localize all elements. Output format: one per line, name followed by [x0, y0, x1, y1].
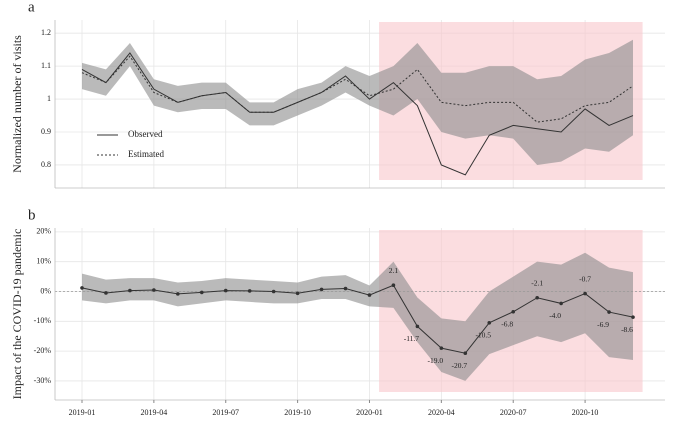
- y-axis-label: Normalized number of visits: [10, 35, 24, 173]
- data-label: -8.6: [621, 325, 633, 334]
- x-tick-label: 2019-04: [141, 408, 168, 417]
- data-point: [295, 291, 300, 296]
- x-tick-label: 2020-07: [500, 408, 527, 417]
- data-point: [583, 291, 587, 296]
- data-point: [271, 289, 276, 294]
- legend-label: Observed: [128, 129, 163, 139]
- data-point: [199, 290, 204, 295]
- panel-label: b: [28, 207, 36, 223]
- confidence-band: [82, 252, 633, 381]
- data-label: -10.5: [475, 331, 491, 340]
- data-point: [319, 287, 324, 292]
- y-tick-label: -10%: [34, 316, 52, 325]
- data-point: [463, 351, 468, 355]
- data-label: -11.7: [404, 334, 420, 343]
- data-point: [511, 309, 516, 314]
- data-point: [247, 289, 252, 293]
- y-tick-label: 0.9: [41, 127, 51, 136]
- y-tick-label: 20%: [36, 227, 51, 236]
- data-label: -6.8: [501, 319, 513, 328]
- y-tick-label: 1.2: [41, 28, 51, 37]
- y-tick-label: -20%: [34, 346, 52, 355]
- data-label: -2.1: [531, 278, 543, 287]
- data-point: [415, 324, 420, 329]
- data-point: [152, 288, 156, 292]
- data-point: [607, 310, 611, 314]
- data-line: [81, 55, 634, 123]
- x-tick-label: 2019-07: [212, 408, 239, 417]
- confidence-band: [82, 39, 633, 165]
- data-point: [631, 315, 635, 319]
- data-label: -19.0: [428, 356, 444, 365]
- y-tick-label: 1: [47, 94, 51, 103]
- x-tick-label: 2020-04: [428, 408, 455, 417]
- data-label: -4.0: [549, 311, 561, 320]
- y-tick-label: 10%: [36, 257, 51, 266]
- data-point: [439, 346, 444, 350]
- data-point: [223, 288, 228, 293]
- x-tick-label: 2020-10: [572, 408, 599, 417]
- data-point: [535, 295, 539, 300]
- data-point: [367, 293, 372, 297]
- y-tick-label: -30%: [34, 376, 52, 385]
- x-tick-label: 2019-10: [284, 408, 311, 417]
- x-tick-label: 2020-01: [356, 408, 383, 417]
- data-point: [104, 291, 108, 295]
- x-tick-label: 2019-01: [69, 408, 96, 417]
- legend-label: Estimated: [128, 149, 164, 159]
- data-point: [559, 301, 563, 306]
- data-point: [343, 286, 348, 291]
- data-line: [81, 284, 634, 354]
- data-point: [176, 292, 180, 296]
- data-label: 2.1: [389, 266, 399, 275]
- panel-label: a: [28, 0, 35, 15]
- data-point: [391, 283, 396, 288]
- y-tick-label: 0%: [40, 286, 51, 295]
- y-axis-label: Impact of the COVID-19 pandemic: [10, 229, 24, 400]
- y-tick-label: 0.8: [41, 160, 51, 169]
- data-label: -20.7: [451, 361, 467, 370]
- data-point: [128, 288, 132, 293]
- y-tick-label: 1.1: [41, 61, 51, 70]
- data-label: -0.7: [579, 274, 591, 283]
- data-point: [487, 320, 492, 325]
- data-point: [80, 286, 84, 290]
- data-label: -6.9: [597, 320, 609, 329]
